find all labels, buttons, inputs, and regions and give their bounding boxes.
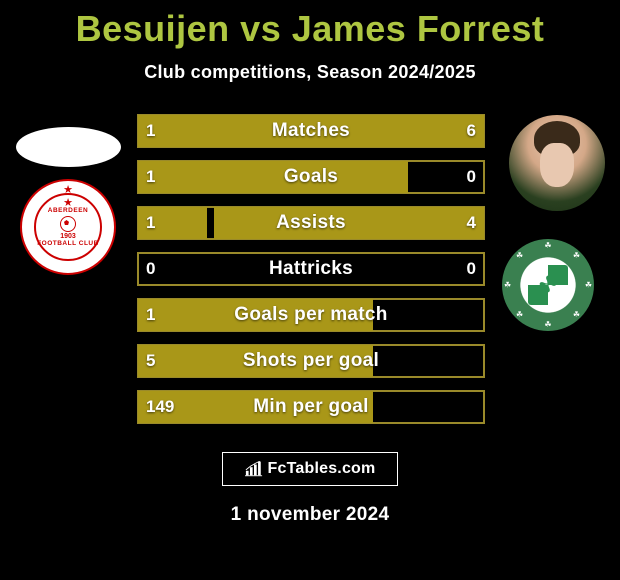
club-left-year: 1903 (60, 233, 76, 240)
soccer-ball-icon (60, 216, 76, 232)
bar-chart-icon (245, 461, 263, 477)
club-left-text-top: ABERDEEN (48, 207, 88, 214)
player-left-photo (16, 127, 121, 167)
stat-row: 16Matches (138, 115, 484, 147)
stat-row: 5Shots per goal (138, 345, 484, 377)
stat-label: Min per goal (138, 391, 484, 423)
stat-row: 10Goals (138, 161, 484, 193)
club-left-logo: ABERDEEN 1903 FOOTBALL CLUB (20, 179, 116, 275)
stat-label: Hattricks (138, 253, 484, 285)
subtitle: Club competitions, Season 2024/2025 (0, 62, 620, 83)
stat-row: 00Hattricks (138, 253, 484, 285)
date-label: 1 november 2024 (0, 504, 620, 526)
stat-bars: 16Matches 10Goals 14Assists 00Hattricks 1Goa… (138, 115, 484, 437)
player-left-column: ABERDEEN 1903 FOOTBALL CLUB (8, 115, 128, 275)
stat-label: Assists (138, 207, 484, 239)
player-right-column: ☘ ☘ ☘ ☘ ☘ ☘ ☘ ☘ (502, 115, 612, 331)
stat-label: Goals (138, 161, 484, 193)
stat-label: Shots per goal (138, 345, 484, 377)
stat-label: Goals per match (138, 299, 484, 331)
stat-row: 149Min per goal (138, 391, 484, 423)
stat-row: 1Goals per match (138, 299, 484, 331)
page-title: Besuijen vs James Forrest (0, 0, 620, 50)
infographic-root: Besuijen vs James Forrest Club competiti… (0, 0, 620, 580)
stat-row: 14Assists (138, 207, 484, 239)
brand-name: FcTables.com (268, 460, 376, 478)
clover-ring-icon: ☘ ☘ ☘ ☘ ☘ ☘ ☘ ☘ (506, 243, 590, 327)
player-right-photo (509, 115, 605, 211)
stat-label: Matches (138, 115, 484, 147)
club-left-text-bottom: FOOTBALL CLUB (37, 240, 99, 247)
comparison-chart: ABERDEEN 1903 FOOTBALL CLUB ☘ ☘ ☘ ☘ ☘ ☘ … (0, 115, 620, 435)
club-right-logo: ☘ ☘ ☘ ☘ ☘ ☘ ☘ ☘ (502, 239, 594, 331)
brand-badge: FcTables.com (222, 452, 398, 486)
